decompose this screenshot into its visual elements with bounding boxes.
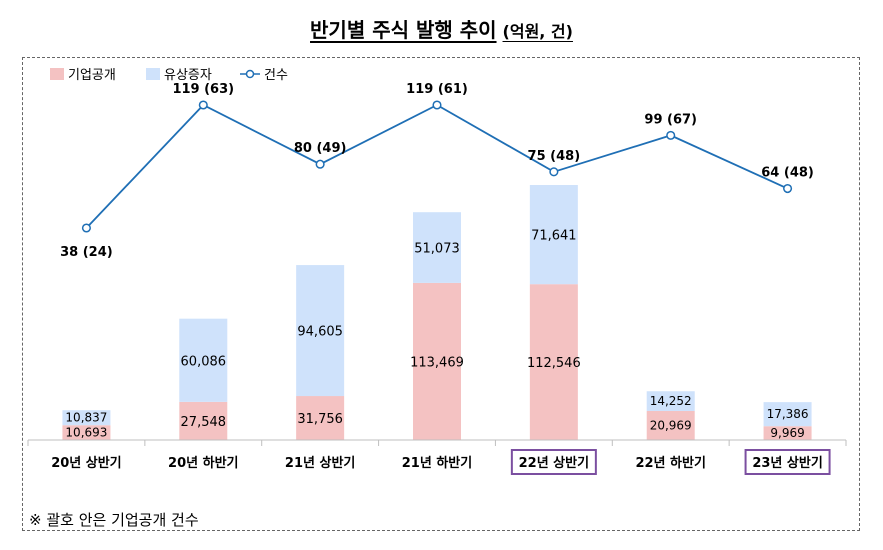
x-tick-label-6: 23년 상반기 [752, 455, 822, 471]
bar-label-ipo-6: 9,969 [770, 426, 804, 440]
bar-ipo-2 [296, 396, 345, 440]
bar-label-rights-4: 71,641 [531, 229, 577, 244]
bar-ipo-0 [62, 425, 111, 440]
bar-rights-6 [763, 402, 812, 427]
bar-rights-4 [529, 185, 578, 285]
chart-unit: (억원, 건) [502, 22, 573, 41]
bar-rights-3 [413, 212, 461, 283]
bar-label-ipo-0: 10,693 [65, 426, 107, 440]
count-marker-0 [81, 223, 91, 233]
bar-ipo-5 [646, 410, 695, 440]
bar-label-rights-0: 10,837 [65, 411, 107, 425]
count-marker-4 [549, 167, 559, 177]
count-marker-3 [432, 100, 442, 110]
bar-ipo-3 [413, 282, 461, 440]
bar-rights-0 [62, 410, 111, 426]
count-marker-5 [666, 130, 676, 140]
x-tick-label-4: 22년 상반기 [519, 455, 589, 471]
bar-label-rights-5: 14,252 [650, 394, 692, 408]
bar-label-rights-6: 17,386 [767, 407, 809, 421]
legend-marker-swatch [245, 69, 255, 79]
bar-label-ipo-4: 112,546 [527, 356, 581, 371]
bar-label-ipo-1: 27,548 [181, 415, 227, 430]
legend-label-2: 건수 [264, 68, 288, 83]
bar-label-ipo-2: 31,756 [297, 412, 343, 427]
bar-label-rights-1: 60,086 [181, 354, 227, 369]
x-tick-label-3: 21년 하반기 [402, 455, 472, 471]
x-tick-label-1: 20년 하반기 [168, 455, 238, 471]
footnote: ※ 괄호 안은 기업공개 건수 [29, 511, 199, 529]
chart-title-text: 반기별 주식 발행 추이 [310, 18, 497, 42]
count-marker-2 [315, 159, 325, 169]
category-highlight-box-4 [510, 449, 597, 475]
count-label-0: 38 (24) [60, 245, 113, 260]
bar-label-ipo-5: 20,969 [650, 418, 692, 432]
bar-ipo-1 [179, 401, 228, 440]
x-tick-label-0: 20년 상반기 [51, 455, 121, 471]
count-marker-1 [198, 100, 208, 110]
bar-ipo-6 [763, 426, 812, 440]
count-label-5: 99 (67) [644, 112, 697, 127]
bar-rights-1 [179, 318, 228, 402]
legend-swatch-1 [146, 68, 160, 80]
chart-frame [22, 57, 860, 531]
count-label-1: 119 (63) [172, 82, 234, 97]
bar-rights-2 [296, 265, 345, 397]
count-marker-6 [783, 183, 793, 194]
bar-label-rights-2: 94,605 [297, 325, 343, 340]
bar-ipo-4 [529, 284, 578, 440]
count-label-3: 119 (61) [406, 82, 468, 97]
bar-label-ipo-3: 113,469 [410, 355, 464, 370]
count-label-6: 64 (48) [761, 166, 814, 181]
count-label-2: 80 (49) [294, 141, 347, 156]
legend-swatch-0 [50, 68, 64, 80]
bar-label-rights-3: 51,073 [414, 242, 460, 257]
category-highlight-box-6 [744, 449, 831, 475]
x-tick-label-5: 22년 하반기 [635, 455, 705, 471]
bar-rights-5 [646, 391, 695, 411]
legend-label-1: 유상증자 [164, 68, 212, 83]
x-tick-label-2: 21년 상반기 [285, 455, 355, 471]
count-label-4: 75 (48) [528, 149, 581, 164]
legend-label-0: 기업공개 [68, 68, 116, 83]
chart-title: 반기별 주식 발행 추이 (억원, 건) [0, 14, 883, 43]
